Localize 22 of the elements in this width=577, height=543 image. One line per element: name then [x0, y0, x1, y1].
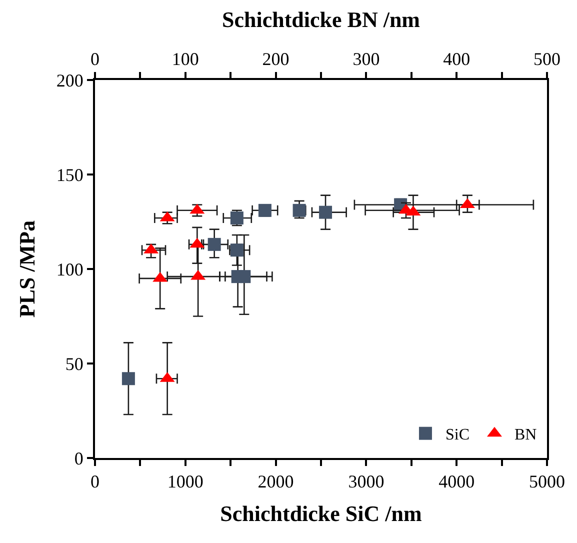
x-tick-label: 1000 [167, 472, 204, 492]
y-tick-label: 0 [74, 448, 84, 468]
x2-tick-label: 400 [443, 48, 470, 69]
x-axis-title: Schichtdicke SiC /nm [220, 501, 422, 526]
x-tick-label: 3000 [348, 472, 384, 492]
y-tick-label: 200 [56, 70, 84, 90]
y-tick-label: 150 [56, 164, 84, 185]
x2-tick-label: 100 [172, 48, 199, 69]
x-tick-label: 0 [90, 472, 100, 492]
y-tick-label: 50 [65, 354, 84, 374]
legend-label: SiC [445, 426, 470, 444]
x2-axis-title: Schichtdicke BN /nm [222, 7, 420, 32]
y-axis-title: PLS /MPa [14, 220, 40, 318]
x2-tick-label: 300 [352, 48, 380, 69]
x2-tick-label: 500 [534, 48, 560, 69]
x2-tick-label: 0 [90, 48, 100, 69]
x2-tick-label: 200 [262, 48, 290, 69]
x-tick-label: 2000 [258, 472, 294, 492]
legend-label: BN [514, 426, 538, 444]
x-tick-label: 4000 [438, 472, 475, 492]
x-tick-label: 5000 [529, 472, 565, 492]
y-tick-label: 100 [56, 259, 84, 280]
